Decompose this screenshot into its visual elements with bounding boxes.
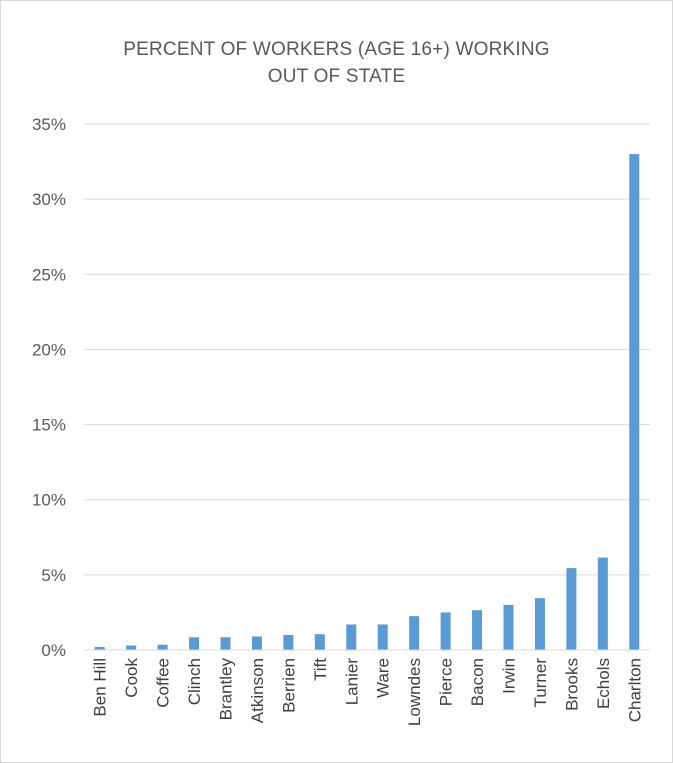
bar-lanier [346, 624, 357, 650]
x-tick-label: Coffee [154, 658, 173, 708]
bar-bacon [472, 610, 483, 650]
y-tick-label: 25% [32, 265, 66, 284]
bar-irwin [503, 604, 514, 650]
x-tick-label: Irwin [500, 658, 519, 694]
bar-ware [377, 624, 388, 650]
x-tick-label: Bacon [468, 658, 487, 706]
bar-cook [126, 645, 137, 650]
x-tick-label: Lowndes [405, 658, 424, 726]
chart-title: PERCENT OF WORKERS (AGE 16+) WORKING OUT… [0, 36, 673, 90]
x-axis-labels: Ben Hill Cook Coffee Clinch Brantley Atkinson… [91, 658, 645, 727]
bar-brantley [220, 637, 231, 650]
x-tick-label: Ware [374, 658, 393, 698]
y-axis-ticks: 0% 5% 10% 15% 20% 25% 30% 35% [32, 115, 66, 660]
gridlines [84, 123, 650, 576]
y-tick-label: 30% [32, 190, 66, 209]
x-tick-label: Pierce [437, 658, 456, 706]
y-tick-label: 35% [32, 115, 66, 134]
x-tick-label: Brooks [562, 658, 581, 711]
chart-title-line-1: PERCENT OF WORKERS (AGE 16+) WORKING [123, 39, 550, 60]
bar-ben-hill [94, 646, 105, 650]
bar-coffee [157, 644, 168, 650]
bar-lowndes [409, 616, 420, 650]
x-tick-label: Tift [311, 658, 330, 681]
y-tick-label: 20% [32, 340, 66, 359]
x-tick-label: Lanier [342, 658, 361, 706]
bar-atkinson [251, 636, 262, 650]
bar-pierce [440, 612, 451, 650]
y-tick-label: 5% [41, 566, 66, 585]
bar-turner [534, 598, 545, 650]
x-tick-label: Atkinson [248, 658, 267, 723]
x-tick-label: Charlton [625, 658, 644, 722]
x-tick-label: Cook [122, 658, 141, 698]
bar-brooks [566, 568, 577, 650]
y-tick-label: 0% [41, 641, 66, 660]
x-tick-label: Echols [594, 658, 613, 709]
bars [94, 154, 640, 651]
x-tick-label: Berrien [279, 658, 298, 713]
chart-title-line-2: OUT OF STATE [267, 66, 406, 87]
bar-echols [597, 557, 608, 650]
x-tick-label: Ben Hill [91, 658, 110, 717]
bar-charlton [629, 154, 640, 651]
x-tick-label: Turner [531, 658, 550, 708]
y-tick-label: 15% [32, 416, 66, 435]
x-tick-label: Brantley [217, 658, 236, 721]
bar-clinch [189, 637, 200, 650]
bar-berrien [283, 634, 294, 650]
bar-tift [314, 634, 325, 650]
x-tick-label: Clinch [185, 658, 204, 705]
y-tick-label: 10% [32, 491, 66, 510]
